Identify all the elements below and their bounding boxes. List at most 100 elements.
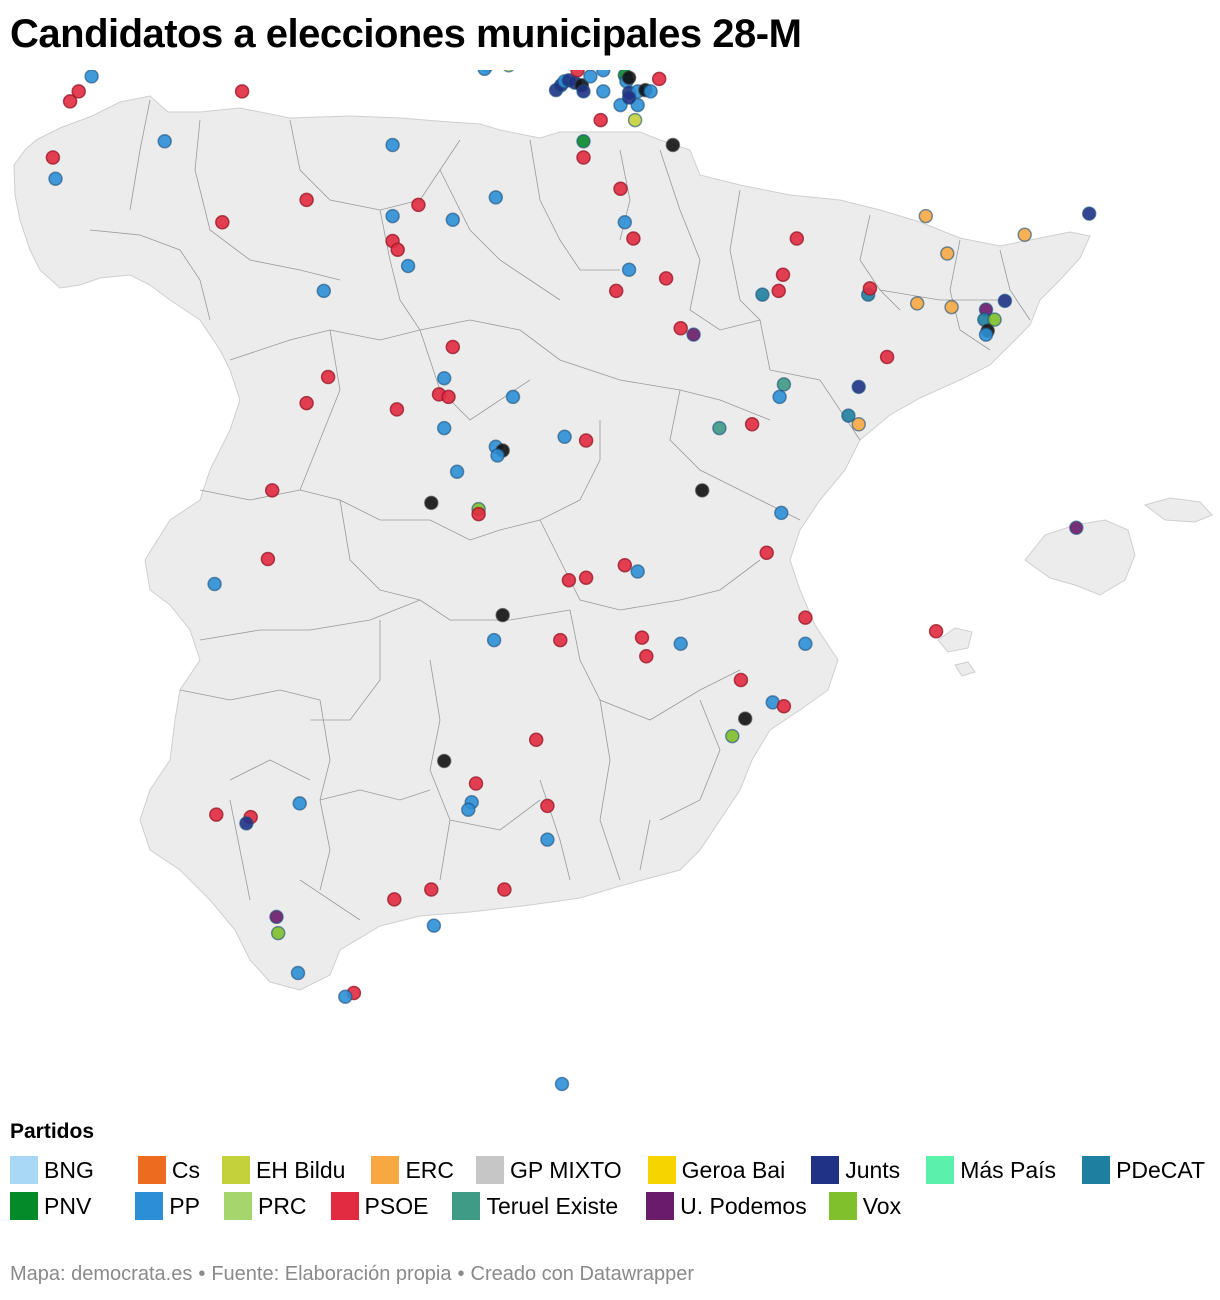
map-marker-psoe[interactable] <box>576 150 591 165</box>
map-marker-psoe[interactable] <box>673 321 688 336</box>
map-marker-gp-mixto[interactable] <box>436 753 452 769</box>
map-marker-psoe[interactable] <box>658 271 674 286</box>
map-marker-psoe[interactable] <box>445 339 461 355</box>
map-marker-psoe[interactable] <box>651 71 667 87</box>
map-marker-gp-mixto[interactable] <box>737 711 753 726</box>
map-marker-erc[interactable] <box>1017 227 1032 243</box>
map-marker-pp[interactable] <box>316 283 332 299</box>
map-marker-pp[interactable] <box>486 632 502 648</box>
map-marker-psoe[interactable] <box>798 610 813 625</box>
map-marker-erc[interactable] <box>940 246 955 261</box>
map-marker-psoe[interactable] <box>390 242 405 258</box>
map-marker-psoe[interactable] <box>578 433 594 448</box>
map-marker-vox[interactable] <box>987 312 1002 327</box>
map-marker-psoe[interactable] <box>320 369 336 385</box>
map-marker-pp[interactable] <box>798 636 813 652</box>
map-marker-pp[interactable] <box>673 636 688 652</box>
map-marker-erc[interactable] <box>909 296 925 311</box>
map-marker-gp-mixto[interactable] <box>621 70 637 85</box>
map-marker-psoe[interactable] <box>733 672 749 688</box>
map-marker-psoe[interactable] <box>264 483 280 498</box>
map-marker-pp[interactable] <box>157 134 172 149</box>
map-marker-psoe[interactable] <box>215 215 230 230</box>
map-marker-gp-mixto[interactable] <box>665 137 681 153</box>
map-marker-pp[interactable] <box>207 576 222 592</box>
map-marker-gp-mixto[interactable] <box>495 607 510 623</box>
map-marker-psoe[interactable] <box>553 632 568 648</box>
map-marker-psoe[interactable] <box>62 94 78 109</box>
map-marker-pp[interactable] <box>621 262 637 277</box>
map-marker-pp[interactable] <box>490 448 505 463</box>
map-marker-psoe[interactable] <box>471 506 486 522</box>
map-marker-gp-mixto[interactable] <box>694 483 710 498</box>
map-marker-psoe[interactable] <box>389 402 405 417</box>
map-marker-psoe[interactable] <box>468 776 484 791</box>
map-marker-psoe[interactable] <box>928 624 944 639</box>
map-marker-psoe[interactable] <box>879 349 895 365</box>
map-marker-psoe[interactable] <box>862 281 878 296</box>
map-marker-pp[interactable] <box>400 258 416 274</box>
map-marker-teruel-existe[interactable] <box>776 377 792 392</box>
map-marker-psoe[interactable] <box>593 112 608 128</box>
map-marker-junts[interactable] <box>576 84 591 99</box>
map-marker-pp[interactable] <box>488 190 504 205</box>
map-marker-pp[interactable] <box>772 389 787 405</box>
map-marker-junts[interactable] <box>239 816 254 831</box>
map-marker-pp[interactable] <box>84 70 99 84</box>
map-marker-vox[interactable] <box>270 925 286 941</box>
map-marker-pp[interactable] <box>449 464 465 479</box>
map-marker-gp-mixto[interactable] <box>424 495 439 511</box>
map-marker-pp[interactable] <box>554 1076 570 1092</box>
map-marker-psoe[interactable] <box>617 557 633 573</box>
map-marker-psoe[interactable] <box>497 882 512 897</box>
map-marker-psoe[interactable] <box>771 283 786 299</box>
map-marker-psoe[interactable] <box>387 892 402 907</box>
map-marker-psoe[interactable] <box>744 417 760 432</box>
map-marker-pp[interactable] <box>540 832 555 847</box>
map-marker-psoe[interactable] <box>234 84 250 99</box>
map-marker-pdecat[interactable] <box>755 287 770 302</box>
map-marker-psoe[interactable] <box>626 231 641 246</box>
map-marker-pp[interactable] <box>630 564 645 579</box>
map-marker-pp[interactable] <box>426 918 442 933</box>
map-marker-pp[interactable] <box>617 215 633 230</box>
map-marker-psoe[interactable] <box>260 551 276 567</box>
map-marker-pnv[interactable] <box>576 134 591 149</box>
map-marker-u-podemos[interactable] <box>1069 520 1084 536</box>
map-marker-psoe[interactable] <box>540 798 555 814</box>
map-marker-erc[interactable] <box>851 417 866 432</box>
map-marker-erc[interactable] <box>918 208 934 224</box>
map-marker-psoe[interactable] <box>634 630 650 645</box>
map-marker-psoe[interactable] <box>528 732 544 748</box>
map-marker-pp[interactable] <box>445 212 461 228</box>
map-marker-psoe[interactable] <box>424 882 439 897</box>
map-marker-psoe[interactable] <box>299 395 314 411</box>
map-marker-u-podemos[interactable] <box>269 909 284 925</box>
map-marker-pp[interactable] <box>596 70 611 78</box>
map-marker-psoe[interactable] <box>561 572 577 588</box>
map-marker-pp[interactable] <box>477 70 492 77</box>
map-marker-pp[interactable] <box>461 802 476 817</box>
map-marker-pp[interactable] <box>774 505 789 521</box>
map-marker-psoe[interactable] <box>613 181 628 196</box>
map-marker-junts[interactable] <box>1081 206 1097 221</box>
map-marker-psoe[interactable] <box>45 150 61 165</box>
map-marker-vox[interactable] <box>725 728 740 744</box>
map-marker-junts[interactable] <box>997 293 1013 309</box>
map-marker-psoe[interactable] <box>411 197 426 213</box>
map-marker-psoe[interactable] <box>570 70 585 78</box>
map-marker-psoe[interactable] <box>71 84 86 99</box>
map-marker-pp[interactable] <box>557 429 572 445</box>
map-marker-psoe[interactable] <box>775 267 791 282</box>
map-marker-psoe[interactable] <box>776 698 792 714</box>
map-marker-eh-bildu[interactable] <box>627 112 643 128</box>
map-marker-junts[interactable] <box>621 90 637 105</box>
map-marker-psoe[interactable] <box>299 192 314 208</box>
map-marker-pp[interactable] <box>978 327 994 342</box>
map-marker-psoe[interactable] <box>789 231 805 246</box>
map-marker-pdecat[interactable] <box>841 408 856 423</box>
map-marker-teruel-existe[interactable] <box>712 420 727 436</box>
map-marker-pp[interactable] <box>48 171 63 186</box>
map-marker-pp[interactable] <box>385 137 400 153</box>
map-marker-pp[interactable] <box>436 420 452 436</box>
